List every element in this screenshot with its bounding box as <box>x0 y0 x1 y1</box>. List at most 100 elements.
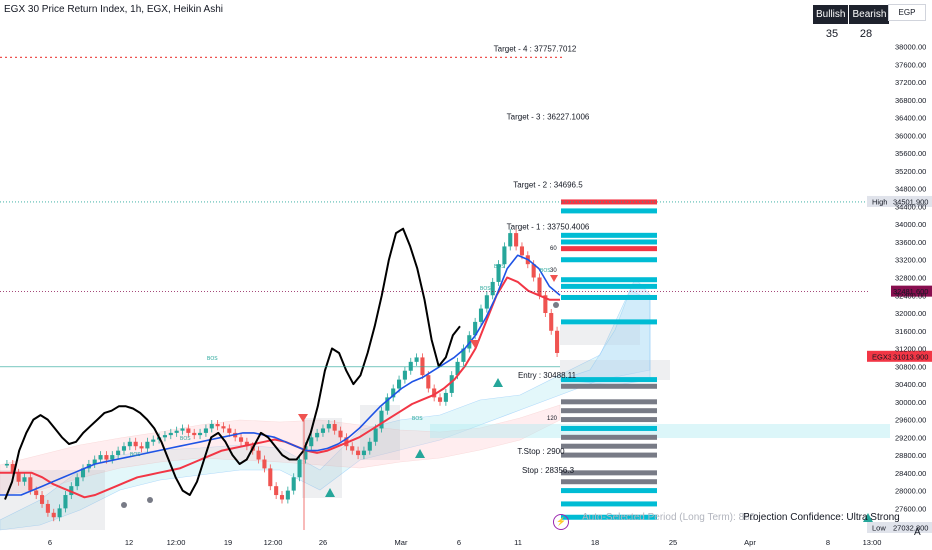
candle-body <box>92 459 97 464</box>
lightning-icon[interactable]: ⚡ <box>553 514 569 530</box>
candle-body <box>203 428 208 433</box>
candle-body <box>350 446 355 451</box>
time-axis: 6 12 12:00 19 12:00 26 Mar 6 11 18 25 Apr 8 13:00 <box>48 538 881 547</box>
chart-title: EGX 30 Price Return Index, 1h, EGX, Heik… <box>4 4 223 15</box>
candle-body <box>51 512 56 518</box>
y-tick-label: 30000.00 <box>895 398 926 407</box>
x-tick-label: 26 <box>319 538 327 547</box>
price-tag-box <box>867 195 891 207</box>
candle-body <box>478 308 484 322</box>
candle-body <box>449 375 454 393</box>
annotations-layer: Target - 4 : 37757.7012 Target - 3 : 3622… <box>0 44 932 533</box>
candle-body <box>98 455 103 460</box>
bullish-count: 35 <box>825 28 839 40</box>
price-tag-box <box>867 522 891 533</box>
candle-body <box>490 281 495 296</box>
price-value-box <box>891 522 932 533</box>
pivot-dot <box>553 302 559 308</box>
candle-body <box>133 441 138 447</box>
y-tick-label: 34000.00 <box>895 220 926 229</box>
candle-body <box>367 441 372 451</box>
candle-body <box>57 508 62 518</box>
x-tick-label: 8 <box>826 538 830 547</box>
candle-body <box>279 495 285 500</box>
currency-selector[interactable]: EGP <box>888 4 926 21</box>
candle-body <box>402 370 407 380</box>
target-bars-layer <box>561 199 657 520</box>
bullish-header: Bullish <box>813 5 849 24</box>
candle-body <box>174 430 179 433</box>
target-label: Target - 3 : 36227.1006 <box>507 112 590 121</box>
candle-body <box>408 361 413 371</box>
auto-period-label: Auto-Selected Period (Long Term): 850 <box>582 512 756 523</box>
candle-body <box>221 426 226 429</box>
candle-body <box>391 388 396 398</box>
cloud-band <box>0 289 651 531</box>
candle-body <box>309 437 314 447</box>
candle-body <box>326 424 331 429</box>
y-tick-label: 31600.00 <box>895 327 926 336</box>
candle-body <box>373 428 378 442</box>
price-axis: 27600.00 28000.00 28400.00 28800.00 29200.00… <box>895 43 926 514</box>
projection-line <box>4 227 461 500</box>
target-bar <box>561 232 657 238</box>
grey-zone <box>560 325 640 345</box>
target-bar <box>561 425 657 431</box>
bos-label: BOS <box>207 356 218 362</box>
candle-body <box>356 450 361 456</box>
candle-body <box>473 321 478 336</box>
target-bar <box>561 383 657 389</box>
bos-label: BOS <box>494 264 505 270</box>
sell-signal <box>470 340 480 348</box>
candle-body <box>514 233 519 247</box>
candle-body <box>397 379 402 389</box>
candle-body <box>209 424 214 429</box>
bos-label: BOS <box>130 452 141 458</box>
candle-body <box>238 437 244 442</box>
y-tick-label: 34800.00 <box>895 185 926 194</box>
x-tick-label: 18 <box>591 538 599 547</box>
candle-body <box>34 490 39 496</box>
stop-label: Stop : 28356.3 <box>522 466 575 475</box>
candle-body <box>332 424 337 431</box>
target-bar <box>561 443 657 449</box>
candle-body <box>414 357 419 362</box>
y-tick-label: 30800.00 <box>895 362 926 371</box>
level-tag: 120 <box>547 416 558 422</box>
y-tick-label: 34400.00 <box>895 202 926 211</box>
target-bar <box>561 479 657 485</box>
candle-body <box>361 450 366 456</box>
candle-body <box>432 388 437 398</box>
candle-body <box>256 450 261 460</box>
pivot-dot <box>121 502 127 508</box>
y-tick-label: 28800.00 <box>895 451 926 460</box>
price-value-label: 34501.900 <box>893 197 928 206</box>
price-value-box <box>891 195 932 207</box>
candle-body <box>531 264 536 278</box>
price-tag-label: High <box>872 197 887 206</box>
y-tick-label: 33600.00 <box>895 238 926 247</box>
auto-scale-toggle[interactable]: A <box>914 527 921 538</box>
x-tick-label: 25 <box>669 538 677 547</box>
y-tick-label: 36800.00 <box>895 96 926 105</box>
x-tick-label: Apr <box>744 538 756 547</box>
support-band <box>430 424 890 439</box>
candle-body <box>315 432 320 438</box>
candle-body <box>116 450 121 456</box>
candle-body <box>28 477 33 491</box>
candle-body <box>297 459 302 478</box>
candle-body <box>151 439 156 442</box>
price-value-box <box>891 285 932 297</box>
candle-body <box>461 348 466 362</box>
candle-body <box>537 277 542 296</box>
level-tag: 60 <box>550 246 557 252</box>
y-tick-label: 37600.00 <box>895 60 926 69</box>
tstop-label: T.Stop : 2900 <box>517 447 565 456</box>
y-tick-label: 33200.00 <box>895 256 926 265</box>
candle-body <box>285 490 290 500</box>
y-tick-label: 35600.00 <box>895 149 926 158</box>
price-value-label: 32481.600 <box>893 287 928 296</box>
candle-body <box>145 441 150 449</box>
price-tag-label: Low <box>872 524 886 533</box>
